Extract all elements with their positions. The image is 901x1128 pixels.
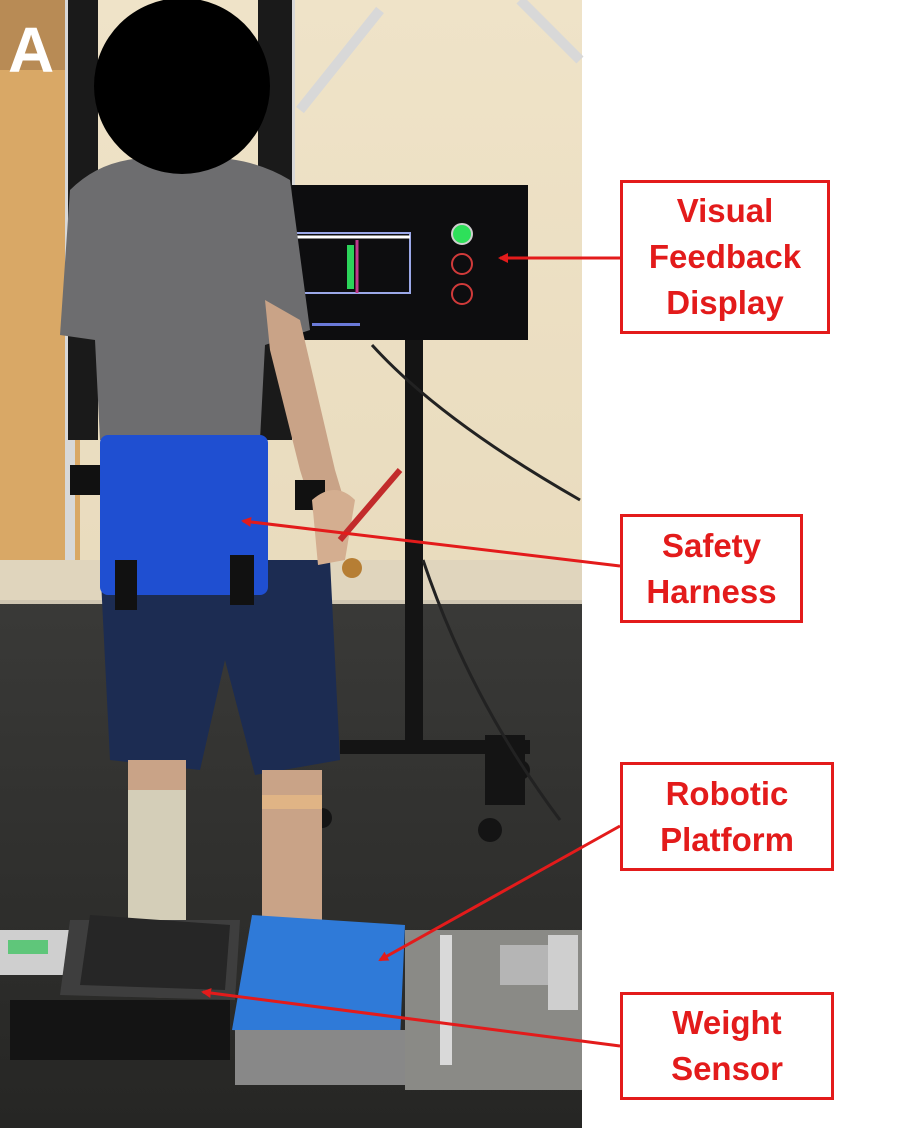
label-visual-feedback-display: Visual Feedback Display (620, 180, 830, 334)
label-weight-sensor-text: Weight Sensor (671, 1004, 783, 1087)
label-safety-harness: Safety Harness (620, 514, 803, 623)
weight-sensor (0, 915, 240, 1060)
annotation-arrows (201, 253, 621, 1048)
safety-harness (100, 435, 268, 595)
arrow-weight-sensor (201, 988, 621, 1048)
label-robotic-platform-text: Robotic Platform (660, 774, 794, 858)
label-weight-sensor: Weight Sensor (620, 992, 834, 1100)
arrow-safety-harness (241, 516, 621, 568)
robotic-platform (232, 915, 582, 1090)
photo: A (0, 0, 584, 1128)
head-redaction (94, 0, 270, 174)
person (60, 0, 362, 998)
panel-letter: A (8, 14, 54, 86)
label-robotic-platform: Robotic Platform (620, 762, 834, 871)
label-safety-harness-text: Safety Harness (646, 526, 777, 610)
arrow-robotic-platform (378, 824, 621, 962)
monitor (285, 185, 528, 340)
label-visual-feedback-text: Visual Feedback Display (648, 192, 802, 321)
